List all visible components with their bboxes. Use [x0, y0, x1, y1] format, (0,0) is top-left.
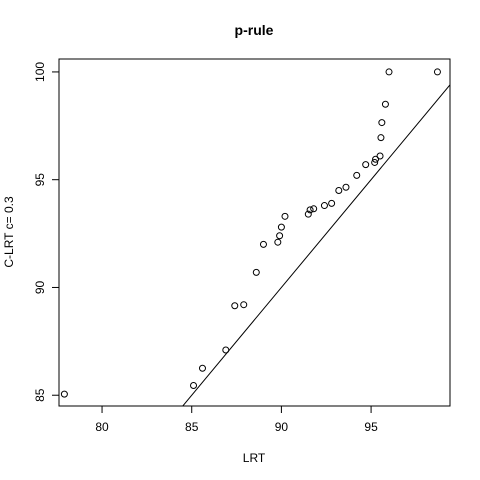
reference-line-group: [182, 84, 450, 406]
data-point: [371, 158, 379, 166]
data-point: [306, 206, 314, 214]
data-point: [231, 302, 239, 310]
data-point: [60, 390, 68, 398]
data-point: [190, 382, 198, 390]
data-point: [342, 183, 350, 191]
data-point: [381, 100, 389, 108]
data-point: [362, 161, 370, 169]
y-axis-label: C-LRT c= 0.3: [2, 196, 16, 268]
data-point: [222, 346, 230, 354]
data-point: [378, 119, 386, 127]
chart-title: p-rule: [235, 22, 274, 38]
data-point: [328, 199, 336, 207]
x-tick-label: 90: [275, 420, 289, 434]
y-tick-label: 100: [33, 62, 47, 82]
data-point: [281, 212, 289, 220]
reference-line: [182, 84, 450, 406]
y-tick-label: 90: [33, 280, 47, 294]
data-point: [240, 301, 248, 309]
plot-area: [60, 68, 450, 406]
data-point: [335, 186, 343, 194]
data-point: [277, 223, 285, 231]
data-point: [433, 68, 441, 76]
data-point: [377, 134, 385, 142]
data-point: [310, 205, 318, 213]
x-tick-label: 95: [364, 420, 378, 434]
data-point: [252, 268, 260, 276]
y-tick-label: 85: [33, 388, 47, 402]
data-point: [304, 210, 312, 218]
data-point: [259, 240, 267, 248]
x-axis-label: LRT: [243, 451, 266, 465]
data-point: [372, 155, 380, 163]
data-point: [274, 238, 282, 246]
data-point: [385, 68, 393, 76]
x-tick-label: 85: [185, 420, 199, 434]
data-point: [353, 171, 361, 179]
plot-frame: [58, 58, 451, 407]
x-tick-label: 80: [95, 420, 109, 434]
data-point: [198, 364, 206, 372]
y-tick-label: 95: [33, 173, 47, 187]
data-point: [376, 152, 384, 160]
data-point: [276, 232, 284, 240]
data-point: [320, 202, 328, 210]
